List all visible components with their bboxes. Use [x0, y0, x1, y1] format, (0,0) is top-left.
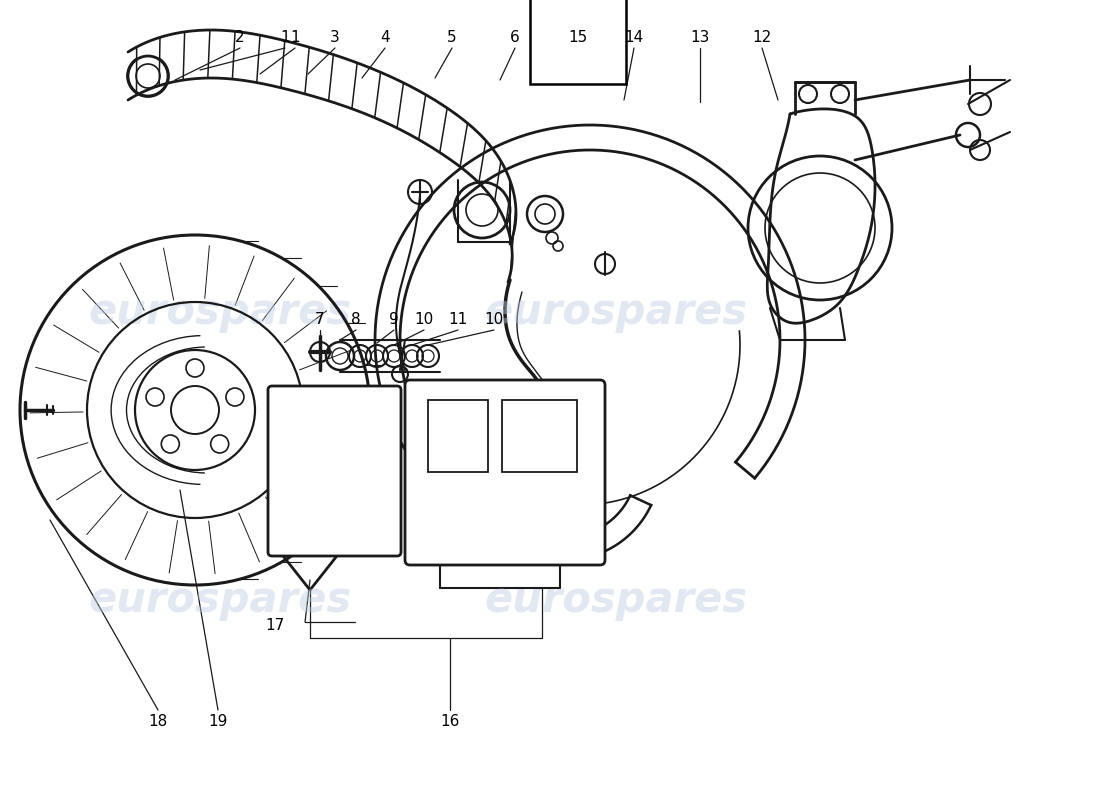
Text: 6: 6 [510, 30, 520, 46]
Text: 2: 2 [235, 30, 245, 46]
Bar [428, 400, 488, 472]
Text: 10: 10 [415, 313, 433, 327]
Text: 9: 9 [389, 313, 399, 327]
Text: eurospares: eurospares [88, 579, 352, 621]
Text: eurospares: eurospares [484, 291, 748, 333]
Text: 12: 12 [752, 30, 771, 46]
Bar [502, 400, 578, 472]
Text: 14: 14 [625, 30, 644, 46]
Text: 10: 10 [484, 313, 504, 327]
Text: eurospares: eurospares [88, 291, 352, 333]
Text: 8: 8 [351, 313, 361, 327]
Text: 18: 18 [148, 714, 167, 730]
Text: 13: 13 [691, 30, 710, 46]
Text: 1: 1 [290, 30, 300, 46]
Text: 16: 16 [440, 714, 460, 730]
Text: 11: 11 [449, 313, 468, 327]
Text: 1: 1 [280, 30, 289, 46]
FancyBboxPatch shape [405, 380, 605, 565]
Text: 15: 15 [569, 30, 587, 46]
Text: 7: 7 [316, 313, 324, 327]
FancyBboxPatch shape [268, 386, 402, 556]
Text: 4: 4 [381, 30, 389, 46]
Text: 5: 5 [448, 30, 456, 46]
Text: eurospares: eurospares [484, 579, 748, 621]
Text: 17: 17 [265, 618, 285, 634]
Text: 3: 3 [330, 30, 340, 46]
Text: 19: 19 [208, 714, 228, 730]
